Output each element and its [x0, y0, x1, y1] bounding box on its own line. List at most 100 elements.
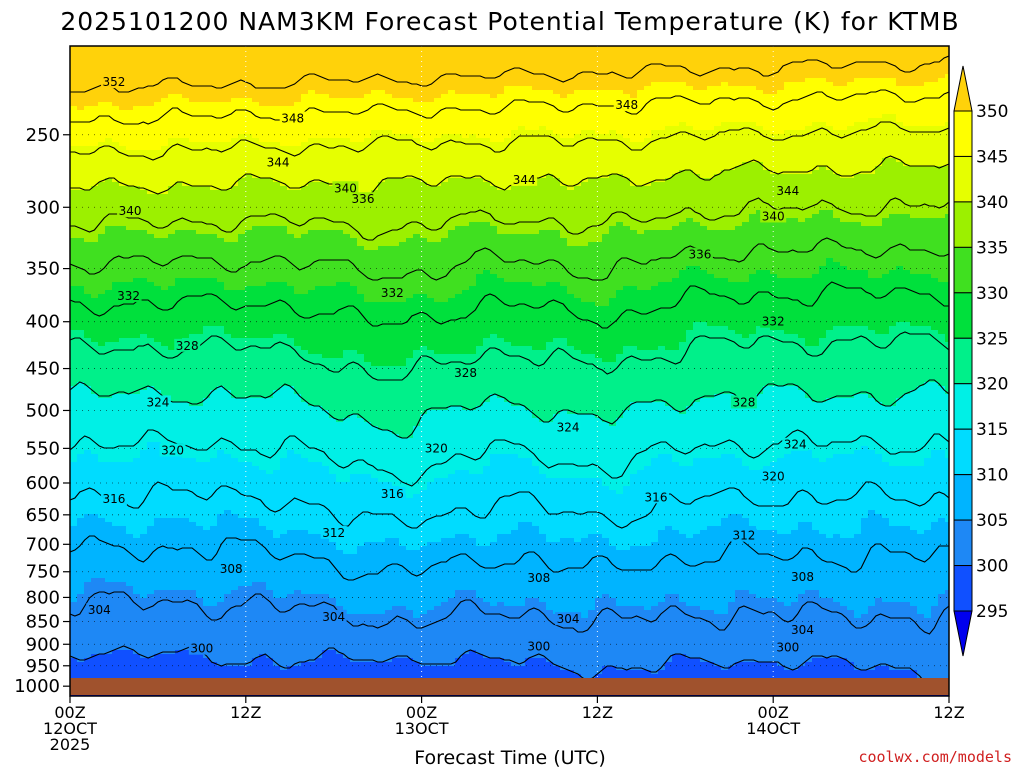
contour-label: 324	[557, 421, 580, 435]
contour-label: 308	[527, 571, 550, 585]
contour-label-bg	[782, 437, 809, 451]
contour-label: 336	[688, 248, 711, 262]
contour-label-bg	[760, 314, 787, 328]
contour-label: 348	[281, 112, 304, 126]
contour-line-324	[70, 331, 949, 381]
contour-label-bg	[218, 562, 245, 576]
contour-label: 328	[454, 366, 477, 380]
x-tick-label: 12Z	[933, 703, 964, 722]
colorbar-box	[953, 519, 973, 567]
y-tick-label: 950	[26, 656, 60, 677]
contour-label: 308	[791, 570, 814, 584]
contour-label-bg	[452, 365, 479, 379]
y-tick-label: 500	[26, 400, 60, 421]
contour-label-bg	[525, 571, 552, 585]
contour-label: 324	[146, 395, 169, 409]
y-tick-label: 450	[26, 359, 60, 380]
contour-label: 312	[322, 526, 345, 540]
contour-label: 328	[732, 395, 755, 409]
contour-label-bg	[555, 420, 582, 434]
contour-line-352	[70, 55, 949, 93]
contour-label: 316	[381, 487, 404, 501]
contour-label-bg	[320, 525, 347, 539]
y-tick-label: 600	[26, 473, 60, 494]
contour-line-304	[70, 591, 949, 635]
colorbar-bottom-arrow	[953, 610, 973, 657]
contour-label: 304	[322, 610, 345, 624]
x-tick-label: 2025	[50, 735, 91, 754]
colorbar-box	[953, 292, 973, 339]
contour-label: 344	[513, 173, 536, 187]
contour-label-bg	[379, 487, 406, 501]
contour-label-bg	[760, 469, 787, 483]
y-tick-label: 800	[26, 587, 60, 608]
contour-label: 308	[220, 562, 243, 576]
contour-label: 316	[102, 492, 125, 506]
contour-label: 336	[352, 192, 375, 206]
contour-label-bg	[511, 172, 538, 186]
colorbar-tick-label: 340	[976, 193, 1008, 213]
contour-label: 332	[117, 289, 140, 303]
contour-label: 300	[776, 640, 799, 654]
contour-line-328	[70, 281, 949, 329]
contour-line-340	[70, 155, 949, 197]
colorbar-tick-label: 325	[976, 329, 1008, 349]
contour-label-bg	[525, 639, 552, 653]
colorbar-tick-label: 350	[976, 102, 1008, 122]
contour-label-bg	[730, 528, 757, 542]
contour-label: 328	[176, 339, 199, 353]
colorbar-box	[953, 474, 973, 521]
contour-label-bg	[188, 641, 215, 655]
y-tick-label: 300	[26, 197, 60, 218]
contour-label-bg	[350, 192, 376, 206]
contour-label: 344	[267, 155, 290, 169]
colorbar-box	[953, 565, 973, 612]
y-tick-label: 400	[26, 312, 60, 333]
colorbar-tick-label: 310	[976, 466, 1008, 486]
filled-contours	[70, 46, 949, 696]
colorbar-box	[953, 337, 973, 385]
x-tick-label: 00Z	[406, 703, 437, 722]
contour-line-348	[70, 89, 949, 125]
contour-label: 352	[102, 75, 125, 89]
contour-label-bg	[555, 612, 582, 626]
y-tick-label: 750	[26, 562, 60, 583]
contour-label: 332	[762, 315, 785, 329]
y-tick-label: 900	[26, 634, 60, 655]
x-tick-label: 14OCT	[746, 719, 800, 738]
x-axis-label: Forecast Time (UTC)	[414, 747, 605, 768]
contour-label: 304	[791, 623, 814, 637]
contour-line-312	[70, 481, 949, 529]
contour-label-bg	[643, 490, 669, 504]
contour-line-308	[70, 535, 949, 581]
colorbar-tick-label: 320	[976, 375, 1008, 395]
contour-label-bg	[144, 395, 171, 409]
contour-label-bg	[789, 622, 816, 636]
colorbar-tick-label: 300	[976, 557, 1008, 577]
contour-label-bg	[613, 98, 640, 112]
colorbar-tick-label: 345	[976, 147, 1008, 167]
contour-label: 332	[381, 286, 404, 300]
contour-label: 340	[762, 209, 785, 223]
contour-label-bg	[774, 184, 801, 198]
contour-label: 340	[334, 181, 357, 195]
colorbar-box	[953, 246, 973, 294]
colorbar-box	[953, 428, 973, 476]
contour-label: 340	[119, 204, 142, 218]
contour-label-bg	[423, 441, 450, 455]
colorbar-tick-label: 305	[976, 511, 1008, 531]
contour-label-bg	[100, 75, 127, 89]
colorbar: 295 300 305 310 315 320 325 330 335 340 345 350	[953, 65, 1008, 657]
credit-link[interactable]: coolwx.com/models	[858, 748, 1012, 766]
colorbar-tick-label: 335	[976, 238, 1008, 258]
contour-label-bg	[100, 492, 127, 506]
contour-line-320	[70, 379, 949, 439]
contour-label: 348	[615, 98, 638, 112]
contour-label: 320	[762, 469, 785, 483]
contour-label-bg	[774, 640, 801, 654]
chart-title: 2025101200 NAM3KM Forecast Potential Tem…	[60, 7, 959, 36]
contour-label-bg	[86, 603, 113, 617]
plot-frame	[69, 45, 950, 697]
